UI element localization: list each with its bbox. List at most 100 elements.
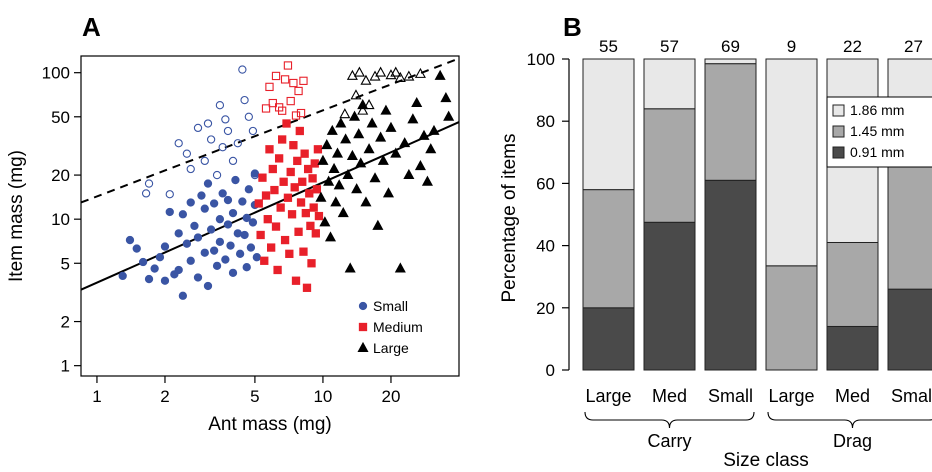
point-medium bbox=[309, 203, 318, 212]
x-axis-label-b: Size class bbox=[723, 450, 809, 471]
point-small bbox=[244, 112, 253, 121]
point-small bbox=[228, 208, 238, 218]
point-medium bbox=[278, 135, 287, 144]
point-small bbox=[174, 229, 183, 238]
legend-b: 1.86 mm 1.45 mm 0.91 mm bbox=[826, 96, 932, 168]
point-large bbox=[351, 183, 363, 194]
point-small bbox=[215, 101, 225, 110]
point-medium bbox=[256, 230, 265, 240]
category-label: Large bbox=[768, 386, 814, 406]
point-large bbox=[394, 262, 406, 273]
bar-segment-091 bbox=[887, 288, 932, 371]
scatter-points bbox=[118, 61, 455, 300]
point-small bbox=[132, 244, 141, 253]
group-brackets: Carry Drag bbox=[584, 411, 932, 451]
y-tick-label: 40 bbox=[536, 237, 555, 256]
category-labels: Large Med Small Large Med Small bbox=[585, 386, 932, 406]
point-large bbox=[317, 154, 329, 165]
dashed-fit-line bbox=[80, 57, 460, 204]
point-large bbox=[337, 206, 349, 218]
point-large bbox=[403, 168, 415, 180]
legend-swatch bbox=[832, 125, 845, 138]
legend-swatch bbox=[832, 104, 845, 117]
x-tick-label: 10 bbox=[313, 387, 332, 406]
point-small bbox=[206, 135, 216, 144]
point-small bbox=[193, 123, 203, 133]
point-small bbox=[218, 143, 227, 152]
legend-label-small: Small bbox=[373, 298, 408, 314]
point-medium bbox=[268, 98, 277, 108]
point-medium bbox=[282, 119, 291, 128]
point-small bbox=[193, 273, 203, 282]
point-medium bbox=[274, 154, 284, 163]
bar-segment-091 bbox=[643, 221, 696, 371]
panel-a-letter: A bbox=[82, 12, 101, 42]
point-medium bbox=[276, 203, 285, 212]
point-large bbox=[403, 70, 415, 81]
stacked-bars bbox=[582, 58, 932, 371]
point-large bbox=[385, 121, 397, 132]
point-small bbox=[178, 210, 188, 219]
point-large bbox=[330, 196, 342, 207]
point-medium bbox=[289, 78, 298, 88]
point-small bbox=[240, 95, 249, 105]
point-small bbox=[186, 164, 195, 174]
x-tick-label: 20 bbox=[382, 387, 401, 406]
point-small bbox=[209, 199, 219, 208]
point-large bbox=[342, 168, 354, 180]
point-small bbox=[174, 139, 183, 148]
y-tick-label: 100 bbox=[42, 64, 70, 83]
point-small bbox=[144, 274, 154, 284]
point-large bbox=[425, 143, 437, 154]
point-medium bbox=[261, 104, 271, 113]
point-large bbox=[349, 110, 361, 121]
point-medium bbox=[290, 183, 299, 192]
legend-marker-medium bbox=[358, 322, 368, 332]
point-large bbox=[375, 66, 387, 77]
point-large bbox=[366, 117, 378, 128]
point-medium bbox=[314, 211, 324, 221]
point-large bbox=[380, 104, 392, 115]
point-large bbox=[385, 69, 397, 80]
point-small bbox=[155, 253, 165, 262]
point-large bbox=[372, 219, 384, 230]
point-small bbox=[235, 249, 245, 258]
point-medium bbox=[265, 145, 274, 154]
y-tick-label: 20 bbox=[536, 299, 555, 318]
point-small bbox=[193, 233, 203, 242]
panel-a-frame bbox=[80, 55, 460, 377]
point-medium bbox=[280, 235, 290, 245]
point-medium bbox=[268, 164, 277, 174]
point-medium bbox=[294, 86, 303, 96]
category-label: Small bbox=[891, 386, 932, 406]
point-medium bbox=[279, 177, 288, 186]
point-small bbox=[238, 65, 247, 74]
point-large bbox=[328, 162, 340, 173]
point-large bbox=[390, 66, 402, 77]
point-small bbox=[238, 197, 247, 206]
point-large bbox=[411, 96, 423, 108]
point-small bbox=[165, 190, 174, 199]
point-small bbox=[215, 215, 225, 224]
point-small bbox=[178, 291, 188, 300]
category-label: Small bbox=[708, 386, 753, 406]
y-tick-label: 50 bbox=[51, 108, 70, 127]
y-tick-label: 60 bbox=[536, 174, 555, 193]
point-small bbox=[203, 281, 213, 291]
point-medium bbox=[283, 193, 293, 202]
point-large bbox=[363, 99, 375, 110]
point-small bbox=[218, 189, 227, 198]
y-tick-label: 0 bbox=[546, 361, 555, 380]
point-small bbox=[246, 243, 256, 252]
legend-swatch bbox=[832, 146, 845, 159]
bar-count: 55 bbox=[599, 37, 618, 56]
point-medium bbox=[299, 247, 308, 256]
bar-segment-186 bbox=[704, 58, 757, 65]
point-medium bbox=[299, 76, 308, 85]
bar-segment-091 bbox=[704, 179, 757, 371]
category-label: Med bbox=[652, 386, 687, 406]
point-small bbox=[144, 179, 154, 188]
x-tick-label: 5 bbox=[250, 387, 259, 406]
legend-a: Small Medium Large bbox=[357, 298, 423, 356]
point-medium bbox=[308, 174, 317, 183]
